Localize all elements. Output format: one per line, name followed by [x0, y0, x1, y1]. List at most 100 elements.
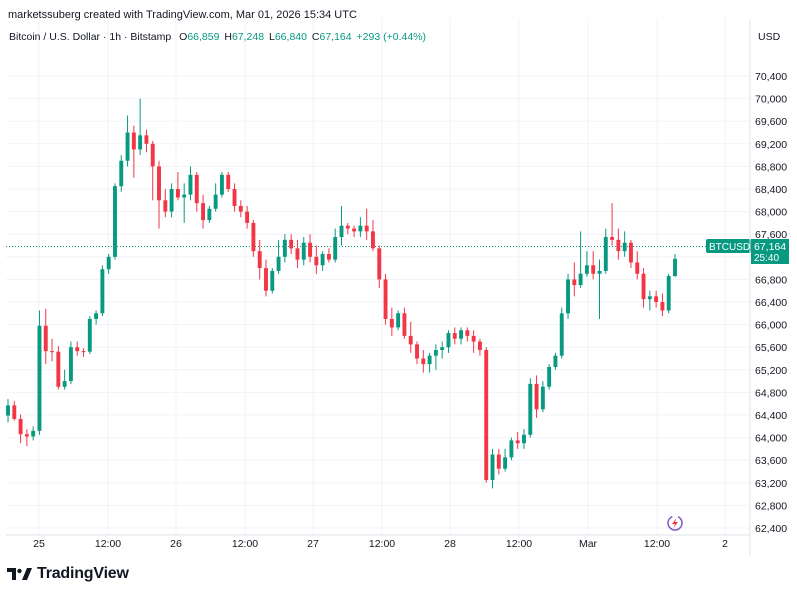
x-tick-label: 12:00 — [644, 538, 670, 550]
candle-body — [207, 208, 212, 221]
candle-body — [572, 279, 577, 286]
candle-body — [591, 265, 596, 274]
close-label: C — [311, 31, 320, 43]
candle-body — [622, 242, 627, 252]
x-tick-label: 2 — [722, 538, 728, 550]
candle — [326, 248, 331, 263]
candle — [100, 265, 105, 317]
candle — [540, 381, 545, 413]
candle-body — [43, 325, 48, 352]
candle-body — [427, 355, 432, 365]
candle — [415, 341, 419, 365]
candle-body — [150, 143, 155, 167]
y-tick-label: 66,800 — [755, 274, 787, 286]
y-tick-label: 66,000 — [755, 320, 787, 332]
low-value: 66,840 — [274, 31, 307, 43]
symbol-badge — [706, 239, 751, 253]
candle — [251, 220, 256, 257]
candle-body — [673, 258, 677, 277]
price-badge-countdown: 25:40 — [754, 253, 779, 264]
candle — [289, 234, 294, 254]
candle-body — [559, 313, 564, 356]
y-tick-label: 68,800 — [755, 161, 787, 173]
candle — [635, 251, 640, 280]
candle — [421, 350, 426, 373]
candle-body — [603, 237, 608, 271]
candle-body — [641, 273, 646, 300]
candle — [81, 348, 86, 357]
candle-body — [333, 237, 338, 260]
candle — [232, 183, 237, 212]
candle-body — [56, 351, 61, 387]
candle — [572, 262, 577, 297]
candle — [6, 399, 10, 423]
candle-body — [503, 457, 508, 469]
candle-body — [528, 383, 533, 435]
candle — [106, 253, 111, 274]
candle-body — [175, 189, 180, 198]
candle — [629, 239, 633, 269]
candle-body — [238, 205, 243, 212]
change-value: +293 (+0.44%) — [356, 31, 426, 43]
x-tick-label: 26 — [170, 538, 182, 550]
candle-body — [157, 166, 161, 201]
candle — [245, 205, 250, 229]
candle — [566, 273, 570, 319]
candle — [654, 290, 659, 308]
candle-body — [616, 239, 621, 252]
candle-body — [125, 132, 130, 161]
candle — [320, 251, 325, 271]
candle — [157, 160, 161, 229]
brand-footer[interactable]: TradingView — [7, 565, 129, 583]
candle — [522, 429, 526, 449]
candle — [503, 448, 508, 472]
candle — [24, 429, 29, 447]
candle-body — [471, 335, 476, 342]
candle-body — [522, 434, 526, 444]
candle — [490, 448, 495, 489]
x-tick-label: 25 — [33, 538, 45, 550]
y-tick-label: 68,400 — [755, 184, 787, 196]
x-tick-label: Mar — [579, 538, 598, 550]
candle — [131, 125, 136, 178]
candle — [402, 307, 407, 339]
candle — [345, 222, 350, 235]
candle — [389, 307, 394, 336]
candle-body — [131, 132, 136, 150]
candle — [660, 293, 665, 317]
candle — [138, 98, 143, 156]
candle — [282, 234, 287, 263]
candle-body — [257, 251, 262, 269]
candle-body — [477, 341, 482, 351]
candle — [553, 352, 558, 370]
candle — [62, 369, 67, 390]
candle — [150, 140, 155, 201]
candle — [427, 352, 432, 373]
candle — [37, 310, 42, 435]
candle-body — [219, 174, 224, 195]
candle-body — [232, 189, 237, 206]
candle-body — [339, 225, 344, 238]
candle — [477, 338, 482, 356]
candle-body — [540, 386, 545, 410]
candle-body — [421, 358, 426, 365]
chart-legend: Bitcoin / U.S. Dollar · 1h · Bitstamp O6… — [9, 31, 426, 43]
candle — [352, 225, 357, 238]
candle-body — [459, 330, 464, 339]
x-tick-label: 12:00 — [232, 538, 258, 550]
y-tick-label: 64,800 — [755, 387, 787, 399]
candle-body — [100, 269, 105, 314]
candle — [295, 239, 300, 269]
y-tick-label: 67,600 — [755, 229, 787, 241]
candle — [56, 346, 61, 390]
candle-body — [490, 454, 495, 480]
candle-body — [68, 347, 73, 382]
candle-body — [119, 160, 124, 187]
candle — [314, 245, 319, 274]
candle-body — [194, 174, 199, 204]
lightning-replay-icon[interactable] — [667, 515, 683, 531]
candle-body — [484, 350, 489, 480]
high-value: 67,248 — [231, 31, 265, 43]
y-tick-label: 63,600 — [755, 455, 787, 467]
